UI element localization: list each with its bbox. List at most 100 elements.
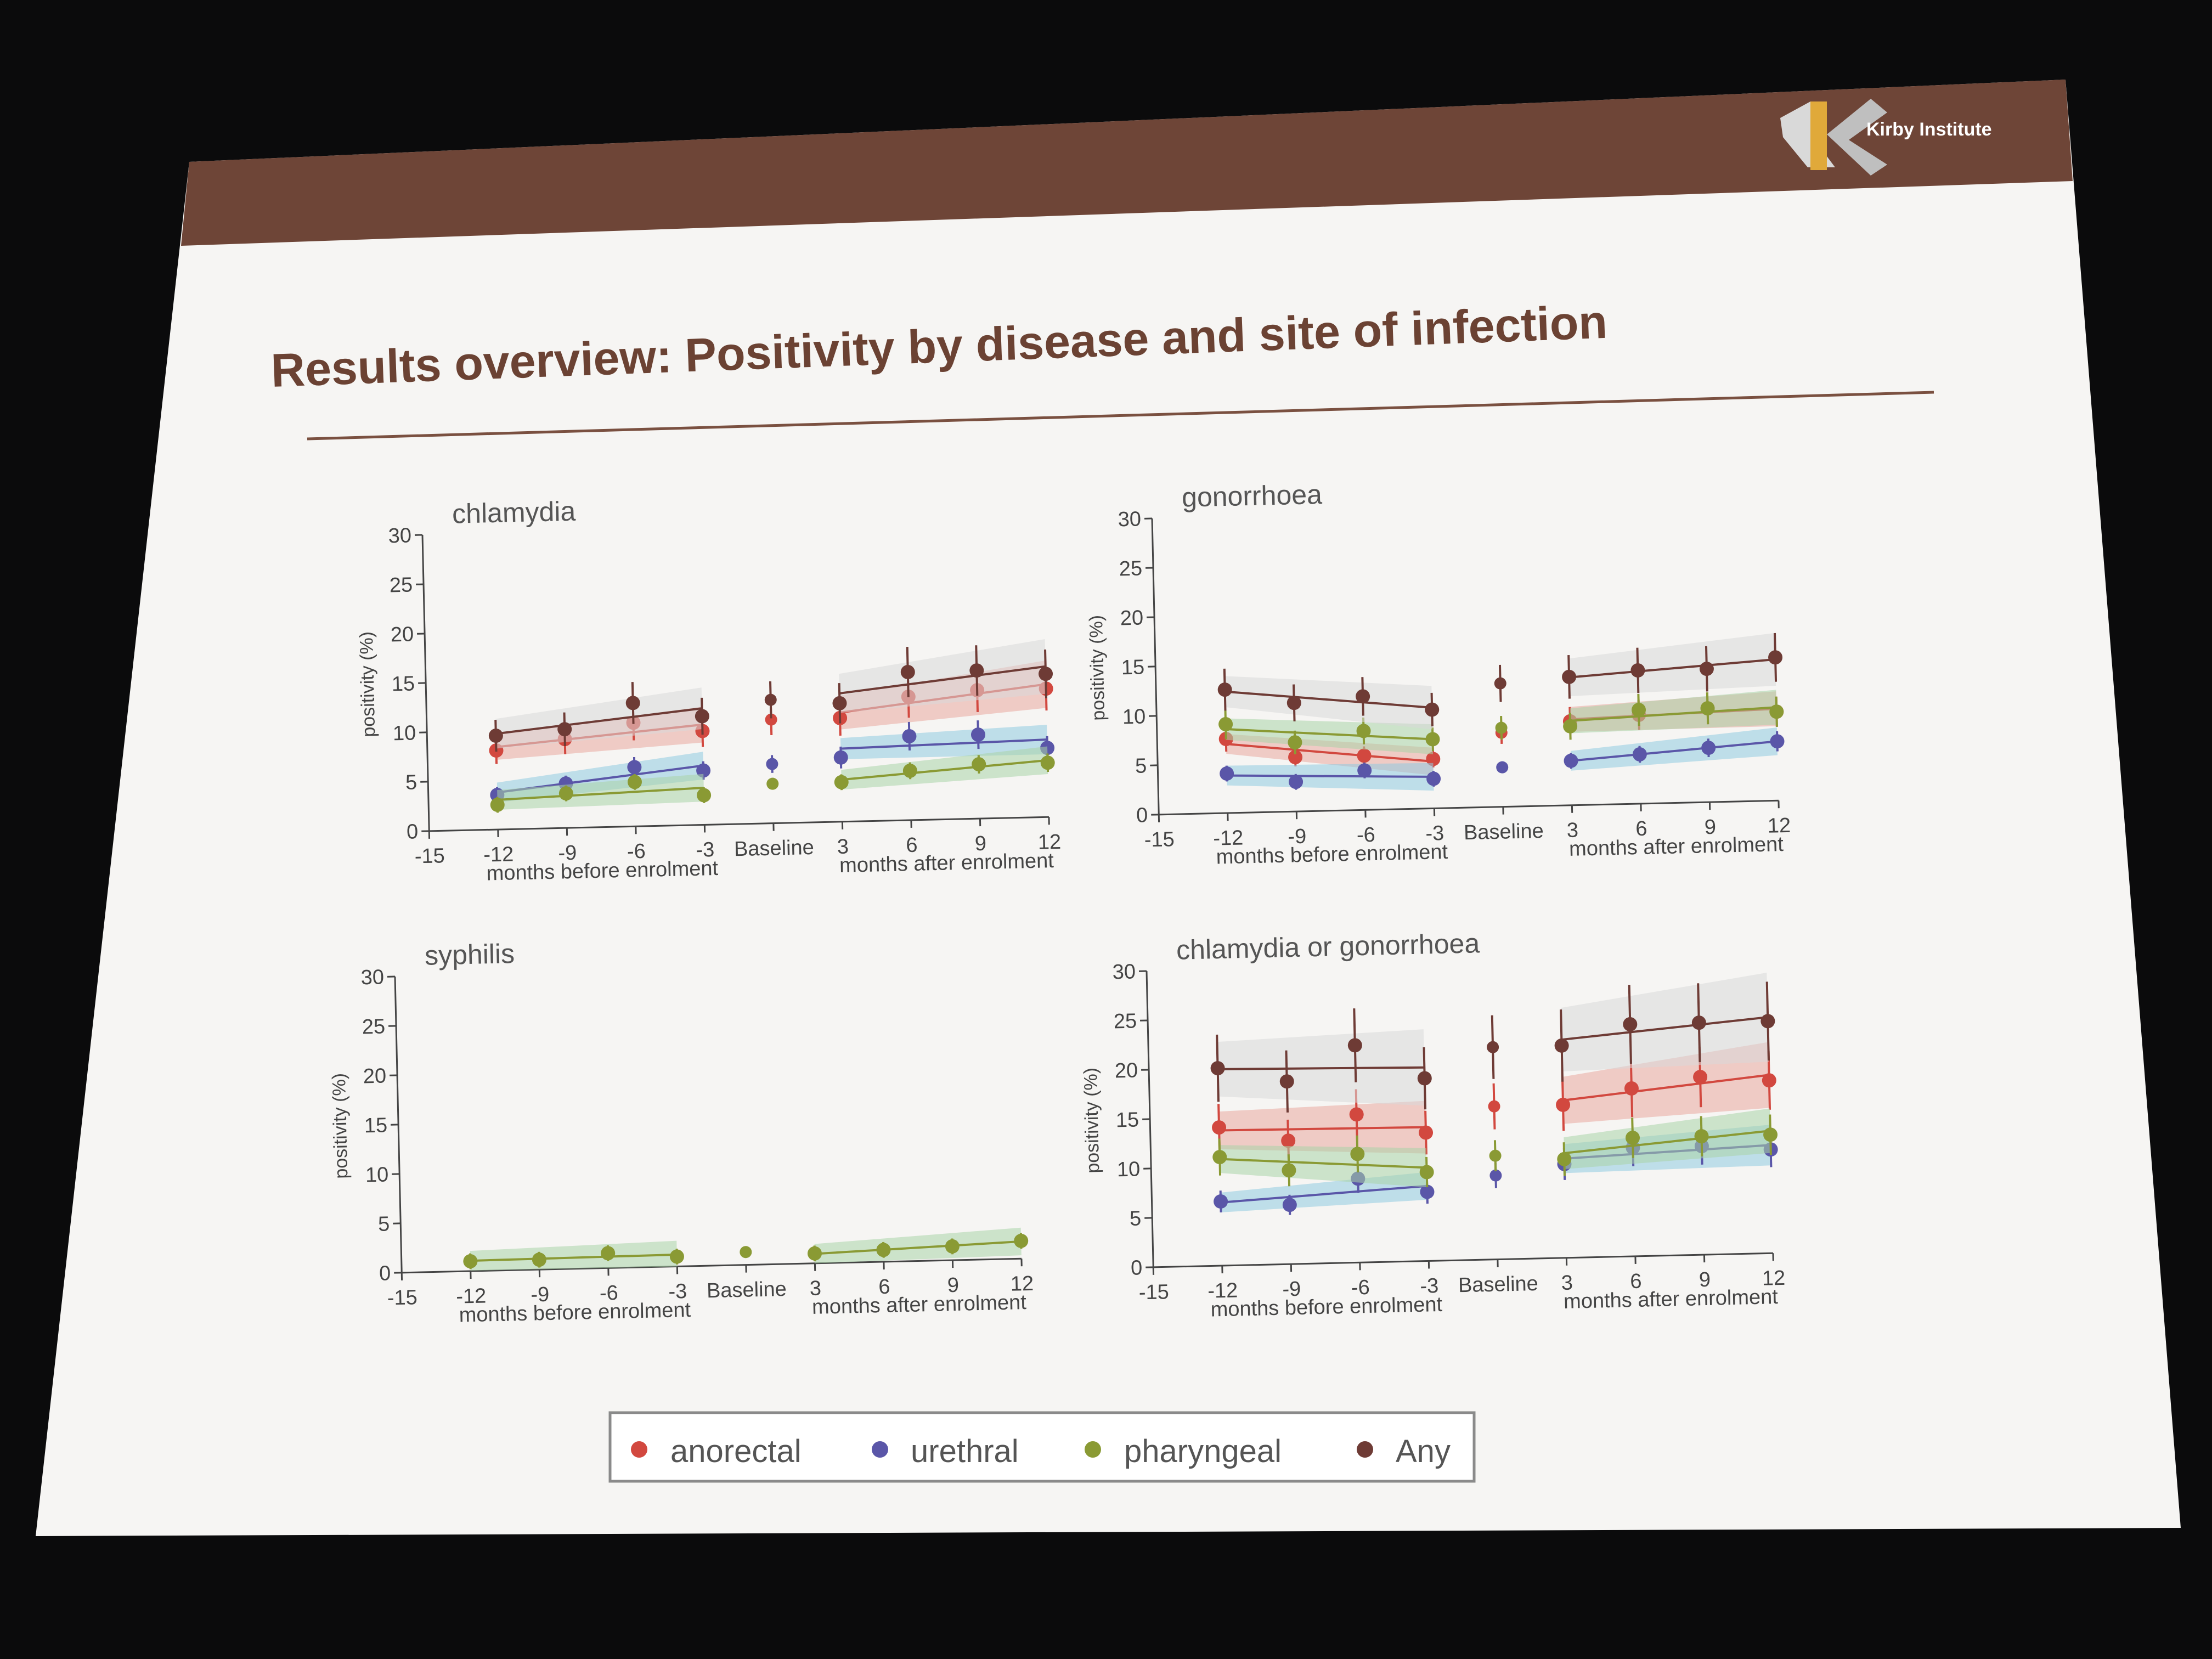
data-point-any (1623, 1017, 1638, 1032)
data-point-pharyngeal-baseline (766, 777, 779, 790)
legend-marker-urethral (872, 1441, 888, 1458)
data-point-urethral (1357, 763, 1372, 778)
ci-band-any-before (1224, 676, 1433, 730)
x-axis-after-label: months after enrolment (1564, 1285, 1779, 1313)
chart-title: syphilis (425, 938, 515, 971)
data-point-any (695, 709, 709, 724)
y-axis-line (394, 976, 403, 1273)
ci-band-pharyngeal-after (1570, 690, 1777, 733)
data-point-pharyngeal (1557, 1152, 1572, 1166)
x-axis-line (429, 816, 1049, 832)
legend-marker-pharyngeal (1085, 1441, 1101, 1458)
data-point-any (1279, 1074, 1294, 1089)
data-point-urethral (1426, 771, 1441, 786)
y-tick-label: 25 (362, 1015, 385, 1039)
x-tick-label: 3 (1561, 1272, 1573, 1295)
data-point-anorectal (1556, 1097, 1571, 1112)
trend-line-anorectal-before (1226, 743, 1434, 763)
x-tick-label: -6 (1356, 823, 1375, 847)
y-tick-label: 10 (1122, 705, 1146, 729)
ci-band-pharyngeal-before (497, 774, 704, 810)
data-point-pharyngeal (1218, 717, 1233, 732)
data-point-any (1039, 667, 1053, 681)
ci-band-pharyngeal-before (1225, 718, 1434, 754)
ci-band-pharyngeal-after (1564, 1108, 1771, 1169)
data-point-anorectal (1288, 750, 1303, 765)
data-point-any (488, 729, 503, 743)
data-point-pharyngeal (1769, 704, 1784, 719)
data-point-any (900, 664, 915, 679)
data-point-any (557, 722, 572, 737)
chart-chlamydia: chlamydia 0 5 10 15 20 25 30 positivity (%) -15 -1… (356, 496, 1062, 885)
data-point-urethral (1770, 734, 1785, 749)
kirby-logo: Kirby Institute (1780, 99, 1992, 176)
data-point-pharyngeal-baseline (1489, 1149, 1502, 1162)
slide-background (36, 80, 2181, 1536)
data-point-pharyngeal-baseline (740, 1246, 752, 1259)
data-point-pharyngeal (972, 757, 986, 772)
x-axis-before-label: months before enrolment (459, 1299, 691, 1327)
data-point-pharyngeal (1014, 1233, 1029, 1248)
y-tick-label: 5 (378, 1212, 390, 1235)
chart-title: gonorrhoea (1182, 479, 1323, 513)
x-tick-label: -6 (1351, 1276, 1370, 1300)
x-tick-label: 9 (1699, 1268, 1711, 1291)
x-tick-label: Baseline (734, 836, 815, 861)
chart-syphilis: syphilis 0 5 10 15 20 25 30 positivity (%) -15 -12… (329, 938, 1034, 1327)
x-axis-after-label: months after enrolment (839, 849, 1054, 877)
data-point-pharyngeal (1700, 701, 1715, 716)
ci-band-any-after (839, 639, 1046, 713)
data-point-pharyngeal (876, 1243, 891, 1257)
x-tick-label: Baseline (707, 1278, 787, 1302)
y-tick-label: 15 (364, 1114, 387, 1137)
data-point-pharyngeal (807, 1246, 822, 1261)
data-point-any-baseline (1487, 1041, 1499, 1053)
legend-label-urethral: urethral (911, 1434, 1019, 1469)
x-tick-label: -15 (414, 844, 445, 868)
data-point-anorectal (1281, 1133, 1296, 1148)
x-tick-label: Baseline (1458, 1272, 1539, 1297)
data-point-urethral (696, 763, 711, 778)
trend-line-pharyngeal-before (497, 786, 704, 802)
x-tick-label: 3 (809, 1277, 821, 1300)
y-tick-label: 10 (365, 1163, 388, 1187)
data-point-any (832, 696, 847, 710)
chart-chlamydia-or-gonorrhoea: chlamydia or gonorrhoea 0 5 10 15 20 25 30 posit… (1080, 928, 1786, 1321)
logo-text: Kirby Institute (1866, 119, 1992, 140)
data-point-pharyngeal (1040, 755, 1055, 770)
data-point-urethral (1220, 766, 1234, 781)
data-point-urethral-baseline (766, 758, 778, 770)
y-tick-label: 15 (1121, 656, 1144, 679)
x-axis-after-label: months after enrolment (1569, 833, 1784, 861)
y-tick-label: 25 (1113, 1009, 1137, 1033)
data-point-anorectal (1693, 1070, 1708, 1085)
x-tick-label: -12 (1213, 826, 1244, 850)
chart-title: chlamydia (452, 496, 577, 529)
trend-line-pharyngeal-before (1226, 728, 1433, 741)
data-point-any-baseline (764, 693, 777, 706)
data-point-urethral (833, 750, 848, 765)
y-tick-label: 20 (390, 623, 414, 646)
trend-line-urethral-before (1227, 774, 1434, 778)
data-point-urethral (1289, 775, 1304, 789)
data-point-pharyngeal (1282, 1163, 1296, 1178)
trend-line-pharyngeal-before (470, 1253, 677, 1262)
data-point-anorectal (1762, 1073, 1776, 1088)
ci-band-pharyngeal-before (470, 1240, 678, 1271)
data-point-pharyngeal (1350, 1147, 1365, 1161)
data-point-urethral (1420, 1184, 1435, 1199)
legend-box (608, 1411, 1476, 1483)
data-point-urethral (1632, 747, 1647, 761)
ci-band-anorectal-before (1218, 1101, 1426, 1154)
x-tick-label: -12 (1207, 1279, 1238, 1302)
legend: anorectal urethral pharyngeal Any (608, 1411, 1476, 1483)
x-tick-label: 3 (837, 836, 849, 859)
trend-line-pharyngeal-after (1570, 706, 1777, 722)
x-tick-label: Baseline (1464, 820, 1544, 844)
data-point-any (625, 696, 640, 710)
y-tick-label: 20 (1114, 1059, 1138, 1082)
data-point-any (1347, 1038, 1362, 1053)
legend-marker-anorectal (631, 1441, 647, 1458)
data-point-pharyngeal (669, 1249, 684, 1264)
y-tick-label: 15 (391, 672, 415, 696)
